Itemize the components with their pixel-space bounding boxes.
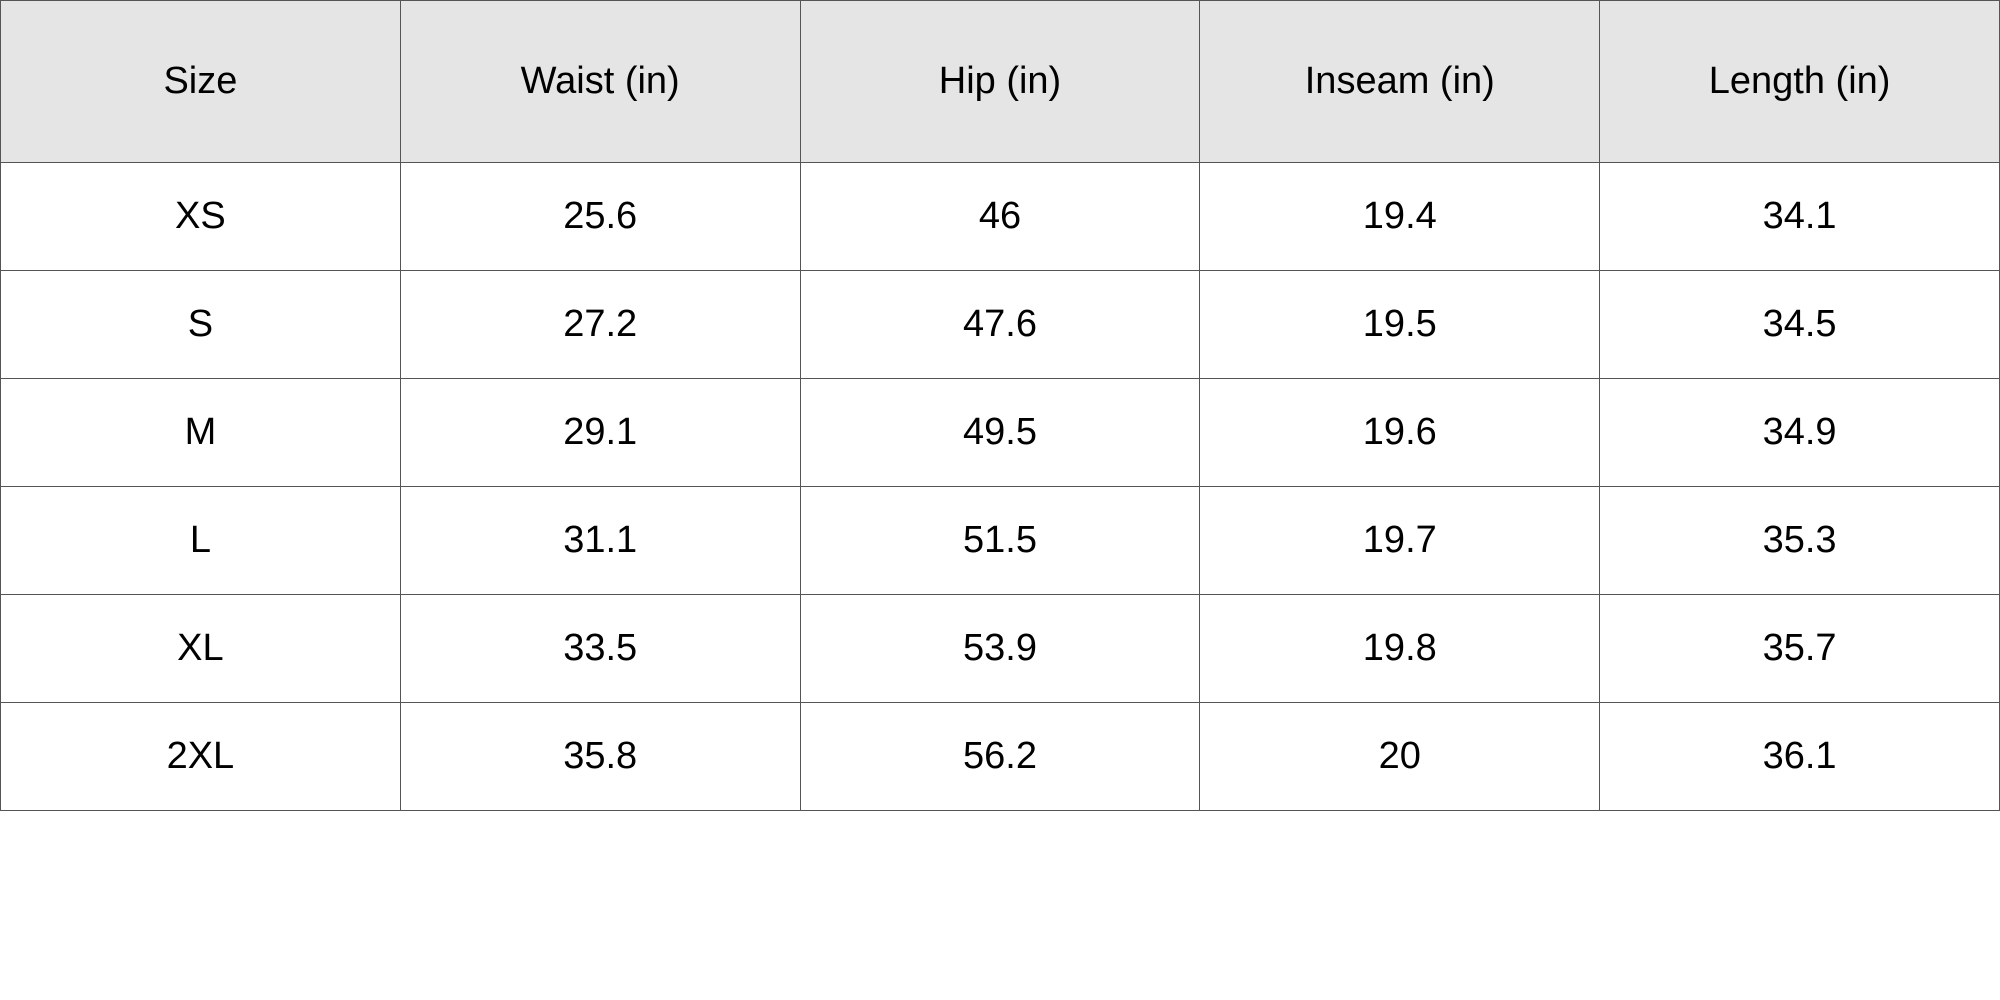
header-cell: Size	[0, 0, 401, 163]
table-cell: 34.9	[1599, 378, 2000, 487]
table-cell: 34.5	[1599, 270, 2000, 379]
table-cell: XL	[0, 594, 401, 703]
header-cell: Hip (in)	[799, 0, 1201, 163]
table-cell: 25.6	[399, 162, 801, 271]
header-cell: Inseam (in)	[1199, 0, 1601, 163]
table-cell: 34.1	[1599, 162, 2000, 271]
size-table: Size Waist (in) Hip (in) Inseam (in) Length …	[0, 0, 2000, 811]
table-cell: 36.1	[1599, 702, 2000, 811]
table-cell: 27.2	[399, 270, 801, 379]
table-cell: 2XL	[0, 702, 401, 811]
table-cell: S	[0, 270, 401, 379]
header-cell: Length (in)	[1599, 0, 2000, 163]
table-row: 2XL 35.8 56.2 20 36.1	[0, 702, 2000, 811]
table-cell: M	[0, 378, 401, 487]
table-cell: 56.2	[799, 702, 1201, 811]
table-cell: 29.1	[399, 378, 801, 487]
table-body: XS 25.6 46 19.4 34.1 S 27.2 47.6 19.5 34.5 M 29.1 49…	[0, 162, 2000, 811]
table-row: M 29.1 49.5 19.6 34.9	[0, 378, 2000, 487]
table-row: L 31.1 51.5 19.7 35.3	[0, 486, 2000, 595]
table-cell: 31.1	[399, 486, 801, 595]
header-row: Size Waist (in) Hip (in) Inseam (in) Length …	[0, 0, 2000, 163]
table-cell: 35.8	[399, 702, 801, 811]
table-cell: 53.9	[799, 594, 1201, 703]
table-row: XS 25.6 46 19.4 34.1	[0, 162, 2000, 271]
table-head: Size Waist (in) Hip (in) Inseam (in) Length …	[0, 0, 2000, 163]
table-cell: 33.5	[399, 594, 801, 703]
table-row: XL 33.5 53.9 19.8 35.7	[0, 594, 2000, 703]
table-cell: 19.8	[1199, 594, 1601, 703]
header-cell: Waist (in)	[399, 0, 801, 163]
table-cell: L	[0, 486, 401, 595]
table-row: S 27.2 47.6 19.5 34.5	[0, 270, 2000, 379]
table-cell: 19.6	[1199, 378, 1601, 487]
table-cell: XS	[0, 162, 401, 271]
table-cell: 46	[799, 162, 1201, 271]
table-cell: 19.5	[1199, 270, 1601, 379]
table-cell: 51.5	[799, 486, 1201, 595]
table-cell: 35.7	[1599, 594, 2000, 703]
table-cell: 19.7	[1199, 486, 1601, 595]
table-cell: 49.5	[799, 378, 1201, 487]
table-cell: 20	[1199, 702, 1601, 811]
table-cell: 47.6	[799, 270, 1201, 379]
table-cell: 19.4	[1199, 162, 1601, 271]
table-cell: 35.3	[1599, 486, 2000, 595]
